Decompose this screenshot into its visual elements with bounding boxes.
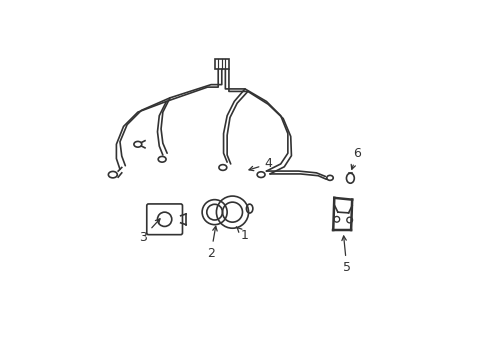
Text: 1: 1 [236,227,249,242]
Text: 6: 6 [351,147,362,169]
Text: 4: 4 [249,157,272,171]
Text: 2: 2 [207,226,217,260]
Text: 5: 5 [342,236,351,274]
Text: 3: 3 [139,219,160,244]
Bar [215,59,229,69]
